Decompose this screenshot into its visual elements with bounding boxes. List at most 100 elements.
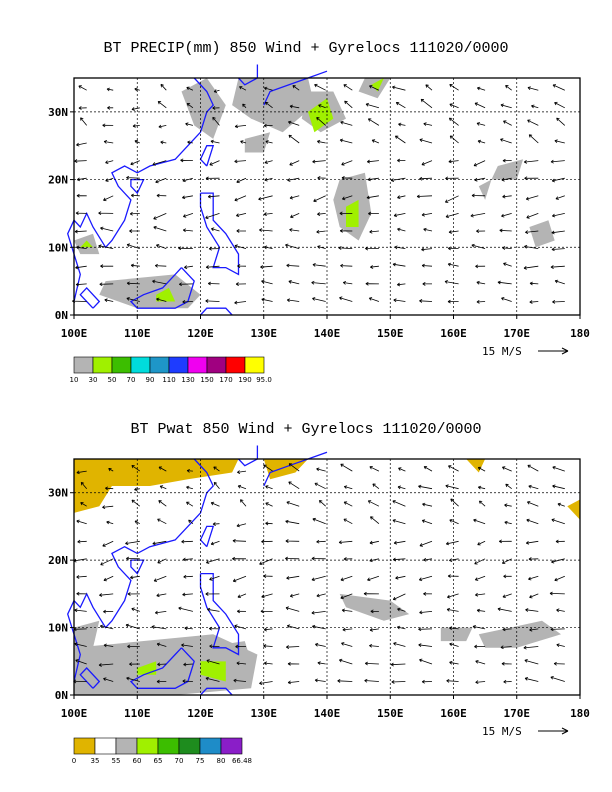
wind-vector <box>125 540 140 546</box>
colorbar-label: 30 <box>89 376 98 384</box>
wind-vector <box>528 134 539 144</box>
wind-vector <box>474 558 486 565</box>
wind-vector <box>209 575 220 581</box>
wind-vector <box>263 464 273 472</box>
wind-vector <box>523 645 539 650</box>
shaded-region <box>99 274 201 309</box>
wind-vector <box>419 299 433 303</box>
wind-vector <box>423 591 433 596</box>
wind-vector <box>449 135 459 144</box>
wind-vector <box>392 519 406 525</box>
wind-vector <box>286 298 300 303</box>
wind-vector <box>369 558 379 563</box>
wind-vector <box>449 626 459 631</box>
wind-vector <box>74 229 87 234</box>
shaded-region <box>74 459 239 513</box>
wind-vector <box>502 593 512 598</box>
wind-vector <box>420 98 433 109</box>
wind-vector <box>206 558 220 564</box>
wind-vector <box>390 662 406 667</box>
wind-vector <box>240 140 247 144</box>
wind-vector <box>501 213 512 218</box>
wind-vector <box>160 140 167 145</box>
wind-vector <box>263 574 273 579</box>
wind-vector <box>317 139 326 144</box>
wind-vector <box>131 607 140 612</box>
wind-vector <box>471 193 486 198</box>
wind-vector <box>317 245 326 249</box>
wind-vector <box>318 104 326 109</box>
wind-vector <box>447 574 459 578</box>
wind-vector <box>103 195 114 202</box>
wind-vector <box>554 575 565 582</box>
wind-vector <box>157 101 167 109</box>
wind-vector <box>234 124 247 129</box>
wind-vector <box>316 467 326 472</box>
wind-vector <box>186 501 194 507</box>
wind-vector <box>213 89 220 93</box>
wind-vector <box>444 280 459 285</box>
coastline <box>129 267 195 309</box>
wind-vector <box>232 575 247 583</box>
wind-vector <box>370 265 379 269</box>
wind-vector <box>234 624 247 630</box>
colorbar-label: 80 <box>217 757 226 765</box>
wind-vector <box>106 520 114 525</box>
wind-vector <box>421 679 433 684</box>
wind-vector <box>185 122 193 126</box>
wind-vector <box>205 176 220 181</box>
wind-vector <box>422 282 432 286</box>
wind-vector <box>550 676 565 682</box>
wind-vector <box>205 213 220 220</box>
wind-vector <box>104 298 114 302</box>
wind-vector <box>449 519 459 525</box>
colorbar-label: 50 <box>108 376 117 384</box>
coastline <box>263 451 328 487</box>
wind-vector <box>369 540 379 545</box>
wind-vector <box>395 575 406 580</box>
wind-vector <box>446 607 459 612</box>
x-tick-label: 150E <box>377 707 404 720</box>
wind-vector <box>556 643 565 647</box>
wind-vector <box>343 557 353 561</box>
wind-vector <box>76 142 87 147</box>
wind-vector <box>499 228 512 233</box>
wind-vector <box>236 177 247 184</box>
wind-vector <box>369 643 379 648</box>
wind-vector <box>554 139 565 144</box>
wind-vector <box>318 500 326 507</box>
wind-vector <box>504 503 512 508</box>
wind-vector <box>423 557 433 562</box>
wind-vector <box>396 625 406 630</box>
y-tick-label: 10N <box>48 241 68 254</box>
wind-vector <box>369 85 380 91</box>
wind-vector <box>529 300 539 304</box>
wind-vector <box>158 466 167 472</box>
wind-vector <box>316 593 326 598</box>
wind-vector <box>157 558 167 564</box>
colorbar-swatch <box>92 356 113 374</box>
wind-vector <box>502 158 512 163</box>
wind-vector <box>500 138 512 144</box>
wind-vector <box>234 159 247 164</box>
wind-vector <box>126 676 140 682</box>
wind-vector <box>232 556 247 561</box>
wind-vector <box>524 659 539 665</box>
wind-vector <box>393 642 406 647</box>
wind-vector <box>258 195 273 201</box>
wind-vector <box>285 539 300 543</box>
wind-vector <box>285 645 300 649</box>
wind-vector <box>474 102 486 109</box>
wind-vector <box>317 212 326 216</box>
x-tick-label: 110E <box>124 327 151 340</box>
wind-vector <box>106 87 114 92</box>
panel-2-title: BT Pwat 850 Wind + Gyrelocs 111020/0000 <box>130 421 482 438</box>
x-tick-label: 140E <box>314 327 341 340</box>
wind-vector <box>316 539 326 544</box>
wind-vector <box>314 678 326 683</box>
wind-vector <box>155 177 167 184</box>
wind-vector <box>551 230 565 235</box>
coastline <box>199 525 215 548</box>
wind-vector <box>419 138 433 144</box>
wind-vector <box>552 84 565 91</box>
